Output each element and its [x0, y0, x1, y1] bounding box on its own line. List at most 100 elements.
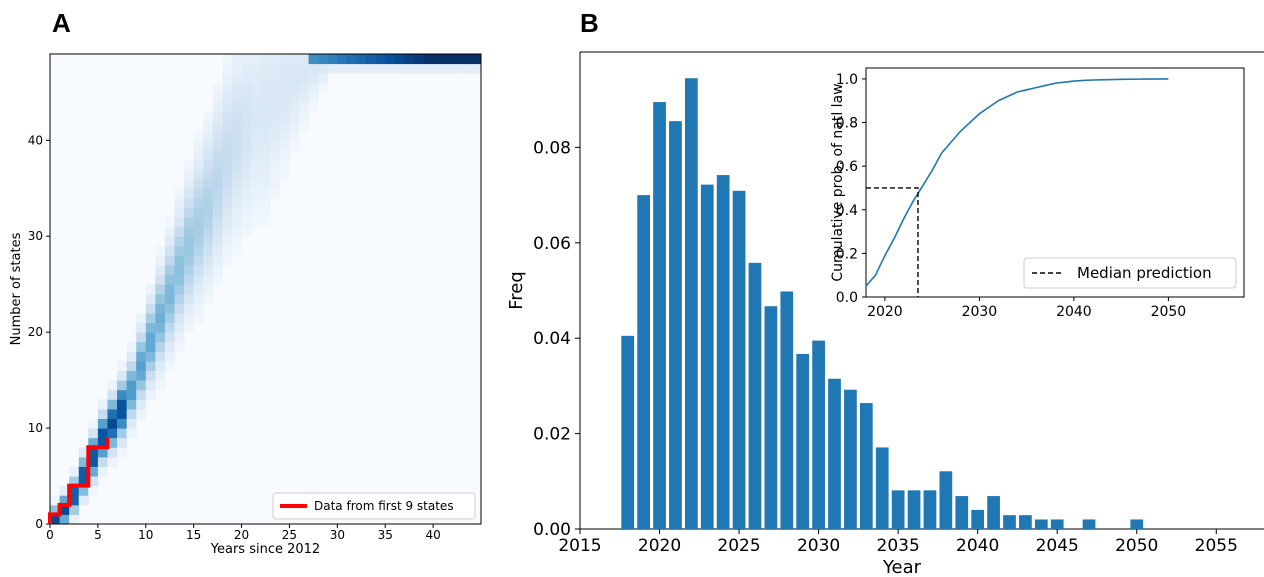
heatmap-cell — [279, 140, 290, 151]
bar — [1050, 519, 1064, 529]
heatmap-cell — [212, 265, 223, 276]
heatmap-cell — [155, 255, 166, 266]
heatmap-cell — [50, 495, 61, 506]
heatmap-cell — [270, 111, 281, 122]
heatmap-cell — [318, 54, 329, 65]
heatmap-cells — [50, 54, 482, 525]
heatmap-cell — [260, 169, 271, 180]
x-tick-label: 2025 — [717, 536, 760, 556]
x-axis-label: Year — [882, 557, 922, 577]
heatmap-cell — [231, 217, 243, 228]
heatmap-cell — [78, 495, 89, 506]
heatmap-cell — [394, 63, 405, 74]
heatmap-cell — [174, 341, 185, 352]
x-tick-label: 20 — [234, 528, 249, 542]
heatmap-cell — [203, 236, 214, 247]
heatmap-cell — [126, 418, 137, 429]
heatmap-cell — [346, 54, 357, 65]
heatmap-cell — [203, 159, 214, 170]
heatmap-cell — [136, 360, 147, 372]
heatmap-cell — [117, 408, 128, 419]
heatmap-cell — [136, 322, 147, 333]
heatmap-cell — [193, 178, 204, 189]
heatmap-cell — [385, 63, 396, 74]
inset-x-tick-label: 2040 — [1056, 304, 1092, 320]
x-tick-label: 10 — [138, 528, 153, 542]
heatmap-cell — [164, 360, 176, 372]
heatmap-cell — [212, 207, 223, 218]
heatmap-cell — [241, 54, 252, 65]
heatmap-cell — [270, 121, 281, 132]
heatmap-cell — [145, 293, 156, 304]
heatmap-cell — [174, 322, 185, 333]
heatmap-cell — [231, 82, 243, 93]
heatmap-cell — [279, 63, 290, 74]
heatmap-cell — [212, 178, 223, 189]
inset-y-tick-label: 0.0 — [836, 290, 858, 306]
heatmap-cell — [184, 217, 195, 228]
heatmap-cell — [78, 447, 89, 458]
heatmap-cell — [222, 255, 233, 266]
y-tick-label: 0.04 — [533, 329, 571, 349]
heatmap-cell — [308, 63, 319, 74]
x-tick-label: 2040 — [956, 536, 999, 556]
heatmap-cell — [375, 63, 386, 74]
bar — [732, 190, 746, 529]
heatmap-cell — [442, 63, 453, 74]
bar — [1034, 519, 1048, 529]
legend-label: Data from first 9 states — [314, 499, 454, 513]
heatmap-cell — [126, 351, 137, 362]
heatmap-cell — [107, 380, 118, 391]
x-tick-label: 2055 — [1195, 536, 1238, 556]
heatmap-cell — [222, 197, 233, 208]
heatmap-cell — [260, 73, 271, 84]
inset-y-tick-label: 0.6 — [836, 159, 858, 175]
x-tick-label: 5 — [94, 528, 102, 542]
heatmap-cell — [174, 197, 185, 208]
heatmap-cell — [241, 169, 252, 180]
heatmap-cell — [107, 447, 118, 458]
heatmap-cell — [193, 217, 204, 228]
heatmap-cell — [413, 54, 425, 65]
heatmap-cell — [231, 207, 243, 218]
heatmap-cell — [270, 82, 281, 93]
inset-y-tick-label: 0.2 — [836, 246, 858, 262]
x-tick-label: 2045 — [1036, 536, 1079, 556]
heatmap-cell — [184, 265, 195, 276]
heatmap-cell — [126, 389, 137, 400]
y-tick-label: 0.06 — [533, 234, 571, 254]
heatmap-cell — [260, 197, 271, 208]
heatmap-cell — [136, 312, 147, 324]
heatmap-cell — [413, 63, 425, 74]
heatmap-cell — [174, 188, 185, 199]
heatmap-cell — [231, 236, 243, 247]
heatmap-cell — [145, 322, 156, 333]
heatmap-cell — [251, 207, 262, 218]
heatmap-cell — [260, 63, 271, 74]
heatmap-cell — [222, 188, 233, 199]
heatmap-cell — [184, 274, 195, 285]
heatmap-cell — [126, 399, 137, 410]
heatmap-cell — [231, 111, 243, 122]
heatmap-cell — [231, 188, 243, 199]
heatmap-cell — [155, 312, 166, 324]
heatmap-cell — [174, 236, 185, 247]
heatmap-cell — [346, 63, 357, 74]
heatmap-cell — [241, 140, 252, 151]
heatmap-cell — [145, 370, 156, 381]
heatmap-cell — [212, 130, 223, 141]
heatmap-cell — [184, 293, 195, 304]
x-tick-label: 2020 — [638, 536, 681, 556]
heatmap-cell — [203, 130, 214, 141]
heatmap-cell — [164, 351, 176, 362]
heatmap-cell — [126, 380, 137, 391]
heatmap-cell — [193, 188, 204, 199]
heatmap-cell — [155, 370, 166, 381]
heatmap-cell — [212, 274, 223, 285]
heatmap-cell — [241, 111, 252, 122]
heatmap-cell — [452, 63, 463, 74]
inset-y-tick-label: 1.0 — [836, 72, 858, 88]
heatmap-cell — [212, 121, 223, 132]
heatmap-cell — [136, 389, 147, 400]
heatmap-cell — [203, 284, 214, 295]
